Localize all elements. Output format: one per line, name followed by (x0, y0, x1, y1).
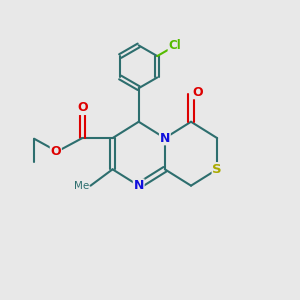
Text: N: N (160, 132, 170, 145)
Text: N: N (134, 179, 144, 192)
Text: Cl: Cl (168, 40, 181, 52)
Text: S: S (212, 163, 222, 176)
Text: Me: Me (74, 181, 90, 191)
Text: O: O (77, 101, 88, 114)
Text: O: O (50, 145, 61, 158)
Text: O: O (192, 85, 203, 98)
